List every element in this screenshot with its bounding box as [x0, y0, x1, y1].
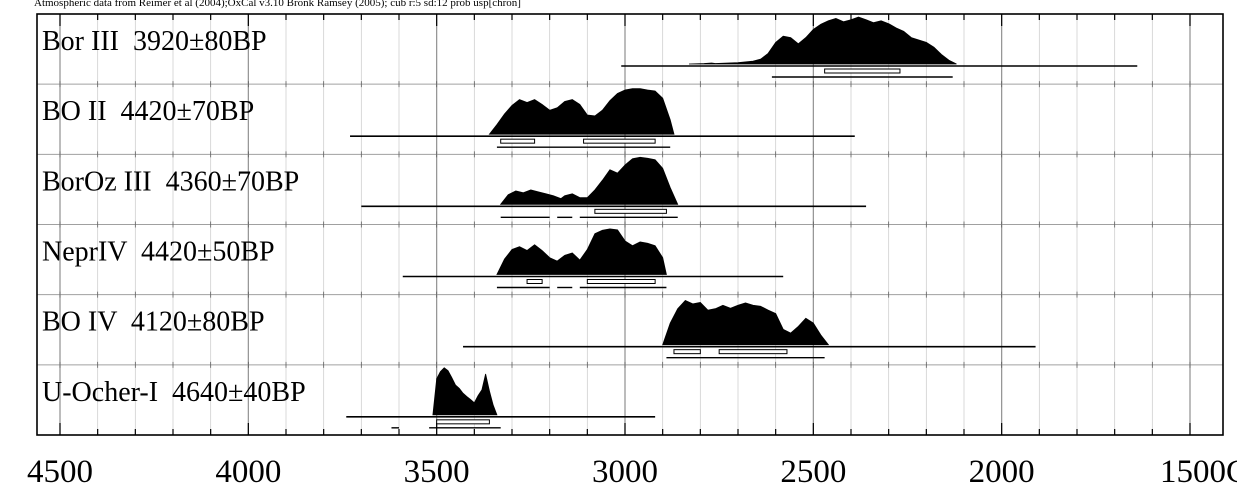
probability-distribution — [499, 156, 679, 205]
interval-68 — [718, 349, 788, 355]
row-label: BO IV 4120±80BP — [42, 307, 265, 338]
probability-distribution — [496, 228, 667, 275]
probability-distribution — [688, 16, 957, 65]
interval-68 — [500, 138, 536, 144]
row-label: NeprIV 4420±50BP — [42, 237, 275, 268]
interval-68 — [673, 349, 701, 355]
interval-68 — [583, 138, 656, 144]
x-tick-label: 4500 — [27, 454, 93, 490]
row-label: Bor III 3920±80BP — [42, 26, 267, 57]
x-tick-label: 3500 — [404, 454, 470, 490]
plot-frame — [36, 13, 1224, 436]
row-label: BO II 4420±70BP — [42, 96, 254, 127]
x-tick-label: 2000 — [969, 454, 1035, 490]
chart-header-note: Atmospheric data from Reimer et al (2004… — [34, 0, 521, 9]
x-tick-label: 1500CalBC — [1160, 454, 1237, 490]
probability-distribution — [662, 300, 830, 346]
interval-68 — [526, 279, 543, 284]
interval-68 — [586, 279, 656, 284]
probability-distribution — [432, 367, 498, 416]
row-label: U-Ocher-I 4640±40BP — [42, 377, 306, 408]
interval-68 — [594, 208, 667, 214]
x-tick-label: 3000 — [592, 454, 658, 490]
x-tick-label: 2500 — [780, 454, 846, 490]
interval-68 — [824, 68, 901, 74]
x-tick-label: 4000 — [215, 454, 281, 490]
interval-68 — [436, 419, 490, 425]
row-label: BorOz III 4360±70BP — [42, 166, 299, 197]
probability-distribution — [488, 88, 675, 135]
